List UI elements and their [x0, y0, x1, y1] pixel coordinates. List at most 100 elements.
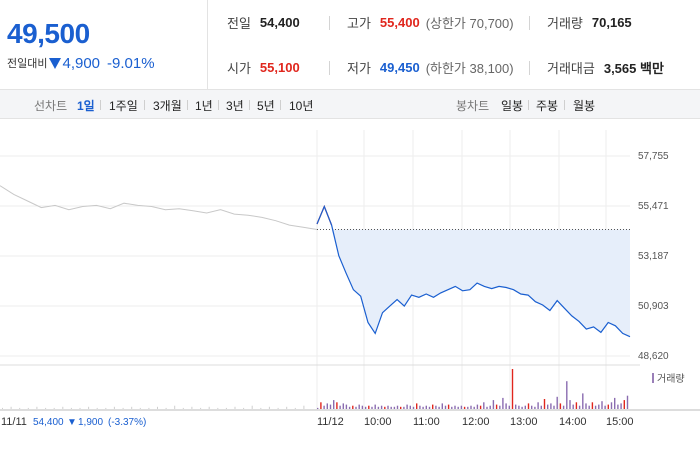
price-chart[interactable]: 57,755 55,471 53,187 50,903 48,620 거래량 11/12… [0, 120, 700, 450]
period-1d[interactable]: 1일 [77, 99, 95, 113]
volume-bar [623, 400, 625, 409]
volume-bar-prev [200, 407, 202, 409]
volume-bar [377, 406, 380, 409]
volume-bar [438, 406, 440, 409]
volume-bar-prev [122, 407, 124, 409]
volume-bar [454, 405, 456, 409]
period-10y[interactable]: 10년 [289, 99, 314, 113]
volume-bar-prev [182, 407, 184, 409]
volume-bar [473, 406, 475, 409]
volume-bar [329, 404, 332, 409]
volume-bar-prev [243, 407, 245, 409]
high-cell: 고가 55,400 (상한가 70,700) [329, 0, 539, 45]
candle-monthly[interactable]: 월봉 [573, 99, 596, 113]
x-tick-label: 13:00 [510, 416, 538, 428]
volume-bar-prev [234, 406, 236, 409]
price-box: 49,500 전일대비 4,900 -9.01% [0, 0, 208, 90]
volume-bar-prev [10, 406, 12, 409]
volume-bar-prev [139, 407, 141, 409]
volume-bar [524, 405, 526, 409]
volume-bar [457, 406, 459, 409]
volume-bar [348, 406, 351, 409]
info-grid: 전일 54,400 고가 55,400 (상한가 70,700) 거래량 70,… [209, 0, 700, 90]
volume-bar [489, 405, 491, 409]
volume-bar [460, 405, 463, 409]
volume-bar-prev [79, 407, 81, 409]
today-up-segment [316, 204, 333, 226]
volume-bar [594, 405, 597, 409]
low-value: 49,450 [379, 60, 420, 75]
divider [144, 100, 145, 110]
volume-bar [470, 405, 472, 409]
volume-bar [556, 396, 558, 409]
volume-bar [578, 405, 581, 409]
volume-bars [2, 369, 629, 409]
divider [100, 100, 101, 110]
volume-bar [531, 405, 533, 409]
low-label: 저가 [347, 61, 371, 76]
volume-bar-prev [96, 407, 98, 409]
volume-bar-prev [294, 407, 296, 409]
volume-bar [425, 405, 427, 409]
volume-bar [444, 405, 447, 409]
prev-close-label: 전일 [227, 16, 251, 31]
candle-weekly[interactable]: 주봉 [536, 99, 559, 113]
candle-daily[interactable]: 일봉 [501, 99, 524, 113]
volume-bar-prev [53, 407, 55, 409]
volume-bar [582, 393, 584, 409]
volume-bar [585, 403, 587, 409]
x-tick-label: 11/12 [317, 416, 344, 428]
volume-bar [390, 406, 392, 409]
volume-bar [575, 402, 578, 409]
volume-bar-prev [303, 405, 305, 409]
volume-bar-prev [88, 406, 90, 409]
y-tick-label: 48,620 [638, 351, 669, 362]
divider [329, 16, 330, 30]
volume-bar [336, 402, 338, 409]
divider [249, 100, 250, 110]
volume-bar-prev [36, 406, 38, 409]
period-1w[interactable]: 1주일 [109, 99, 138, 113]
prev-day-change-pct: (-3.37%) [108, 417, 146, 428]
volume-bar-prev [217, 407, 219, 409]
volume-bar [403, 406, 405, 409]
volume-bar [361, 405, 364, 409]
volume-bar [441, 403, 443, 409]
volume-cell: 거래량 70,165 [529, 0, 700, 45]
period-3y[interactable]: 3년 [226, 99, 244, 113]
volume-bar-prev [286, 406, 288, 409]
period-3m[interactable]: 3개월 [153, 99, 182, 113]
volume-bar-prev [208, 406, 210, 409]
volume-bar [588, 405, 590, 409]
volume-bar [566, 381, 568, 409]
volume-bar [626, 395, 629, 409]
volume-bar [326, 403, 328, 409]
volume-bar [604, 405, 606, 409]
volume-bar [451, 406, 453, 409]
volume-bar [355, 406, 357, 409]
volume-bar [368, 405, 370, 409]
high-value: 55,400 [379, 15, 420, 30]
volume-bar [537, 402, 539, 409]
divider [528, 100, 529, 110]
volume-bar-prev [27, 407, 29, 409]
x-tick-label: 12:00 [462, 416, 490, 428]
high-label: 고가 [347, 16, 371, 31]
volume-bar [380, 405, 383, 409]
open-cell: 시가 55,100 [209, 45, 329, 90]
volume-bar [591, 402, 594, 409]
volume-bar [320, 402, 322, 409]
volume-bar [598, 404, 600, 409]
period-5y[interactable]: 5년 [257, 99, 275, 113]
open-value: 55,100 [259, 60, 300, 75]
prev-day-price-line [0, 185, 318, 230]
volume-bar-prev [19, 407, 21, 409]
volume-value: 70,165 [591, 15, 632, 30]
volume-bar [364, 406, 367, 409]
period-1y[interactable]: 1년 [195, 99, 213, 113]
x-tick-label: 15:00 [606, 416, 634, 428]
volume-bar [486, 406, 488, 409]
volume-bar [317, 407, 319, 409]
volume-bar [374, 404, 376, 409]
volume-bar-prev [105, 407, 107, 409]
